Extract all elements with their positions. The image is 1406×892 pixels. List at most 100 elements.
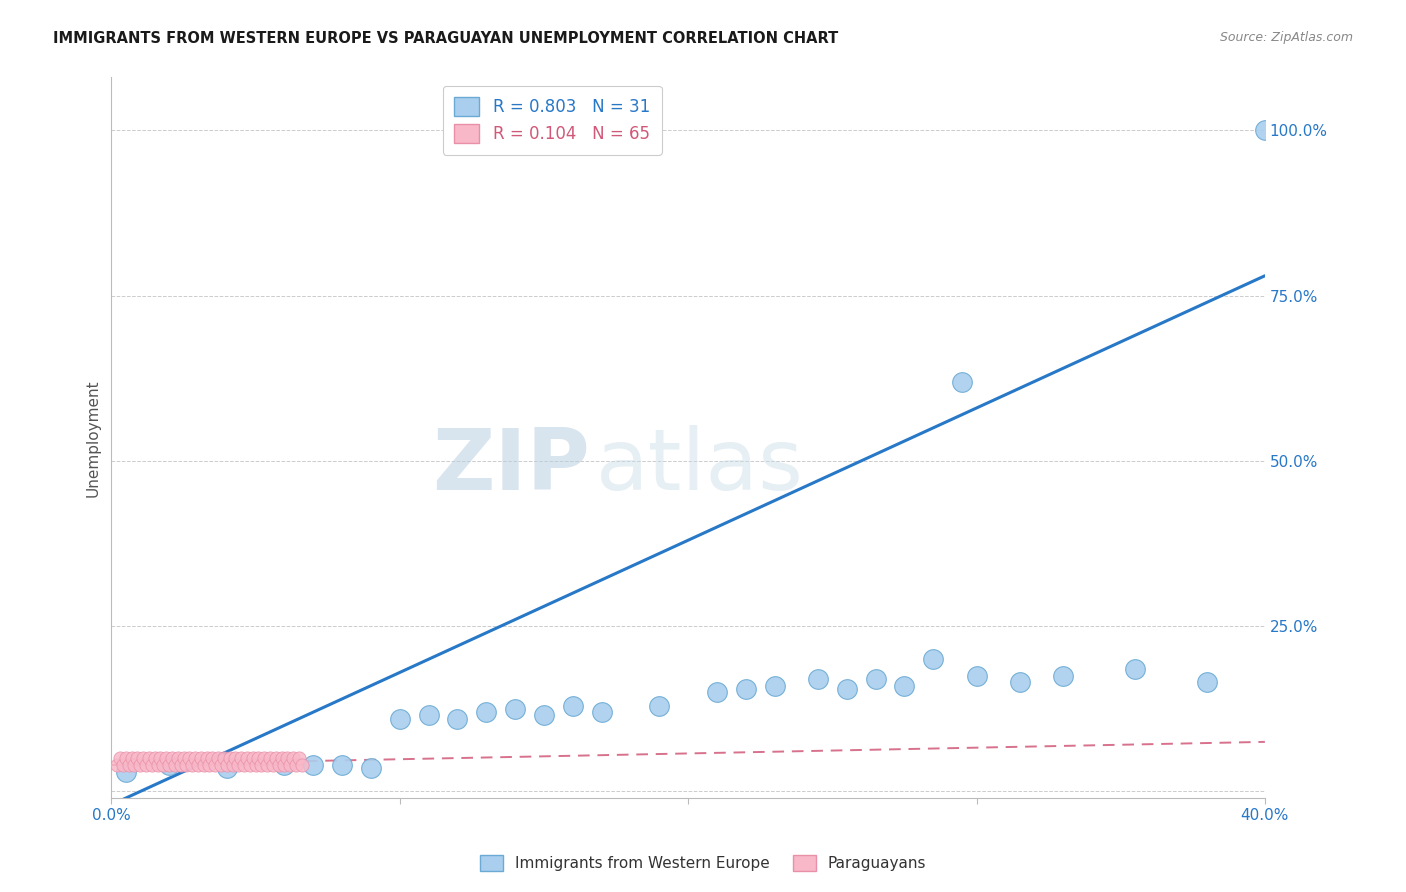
Point <box>108 751 131 765</box>
Point <box>239 758 262 772</box>
Point <box>221 758 243 772</box>
Point <box>360 761 382 775</box>
Point <box>475 705 498 719</box>
Point <box>250 758 273 772</box>
Point <box>388 712 411 726</box>
Point <box>242 751 264 765</box>
Point <box>190 751 212 765</box>
Point <box>160 751 183 765</box>
Point <box>807 672 830 686</box>
Point <box>273 758 295 772</box>
Point <box>1052 669 1074 683</box>
Point <box>233 758 256 772</box>
Point <box>152 758 174 772</box>
Point <box>127 751 149 765</box>
Point <box>111 758 134 772</box>
Point <box>835 681 858 696</box>
Point <box>169 758 191 772</box>
Point <box>179 751 201 765</box>
Point <box>1254 123 1277 137</box>
Point <box>195 751 218 765</box>
Point <box>121 751 143 765</box>
Legend: R = 0.803   N = 31, R = 0.104   N = 65: R = 0.803 N = 31, R = 0.104 N = 65 <box>443 86 662 155</box>
Point <box>950 375 973 389</box>
Point <box>105 758 128 772</box>
Point <box>330 758 353 772</box>
Point <box>181 758 204 772</box>
Point <box>763 679 786 693</box>
Point <box>173 751 195 765</box>
Point <box>157 758 180 772</box>
Point <box>503 702 526 716</box>
Text: ZIP: ZIP <box>433 425 591 508</box>
Point <box>201 751 224 765</box>
Point <box>533 708 555 723</box>
Point <box>922 652 945 666</box>
Point <box>231 751 253 765</box>
Point <box>256 758 278 772</box>
Point <box>163 758 186 772</box>
Text: atlas: atlas <box>596 425 804 508</box>
Point <box>129 758 152 772</box>
Point <box>184 751 207 765</box>
Point <box>226 758 249 772</box>
Point <box>218 751 240 765</box>
Point <box>273 758 295 772</box>
Y-axis label: Unemployment: Unemployment <box>86 379 100 497</box>
Point <box>207 751 229 765</box>
Point <box>259 751 281 765</box>
Point <box>215 758 238 772</box>
Point <box>146 758 169 772</box>
Point <box>212 751 235 765</box>
Legend: Immigrants from Western Europe, Paraguayans: Immigrants from Western Europe, Paraguay… <box>474 849 932 877</box>
Point <box>209 758 232 772</box>
Text: IMMIGRANTS FROM WESTERN EUROPE VS PARAGUAYAN UNEMPLOYMENT CORRELATION CHART: IMMIGRANTS FROM WESTERN EUROPE VS PARAGU… <box>53 31 838 46</box>
Point <box>285 758 308 772</box>
Point <box>118 758 141 772</box>
Point <box>204 758 226 772</box>
Point <box>166 751 188 765</box>
Point <box>149 751 172 765</box>
Point <box>138 751 160 765</box>
Point <box>176 758 198 772</box>
Point <box>561 698 583 713</box>
Point <box>141 758 163 772</box>
Point <box>267 758 290 772</box>
Point <box>648 698 671 713</box>
Point <box>1123 662 1146 676</box>
Point <box>281 751 304 765</box>
Point <box>865 672 887 686</box>
Point <box>893 679 915 693</box>
Point <box>135 758 157 772</box>
Point <box>1197 675 1219 690</box>
Point <box>262 758 284 772</box>
Text: Source: ZipAtlas.com: Source: ZipAtlas.com <box>1219 31 1353 45</box>
Point <box>155 751 177 765</box>
Point <box>193 758 215 772</box>
Point <box>734 681 756 696</box>
Point <box>114 751 136 765</box>
Point <box>291 758 314 772</box>
Point <box>132 751 155 765</box>
Point <box>236 751 259 765</box>
Point <box>143 751 166 765</box>
Point <box>264 751 287 765</box>
Point <box>591 705 613 719</box>
Point <box>418 708 440 723</box>
Point <box>157 758 180 772</box>
Point <box>245 758 267 772</box>
Point <box>276 751 298 765</box>
Point <box>446 712 468 726</box>
Point <box>302 758 325 772</box>
Point <box>253 751 276 765</box>
Point <box>966 669 988 683</box>
Point <box>270 751 292 765</box>
Point <box>278 758 301 772</box>
Point <box>1008 675 1031 690</box>
Point <box>288 751 311 765</box>
Point <box>198 758 221 772</box>
Point <box>215 761 238 775</box>
Point <box>124 758 146 772</box>
Point <box>224 751 246 765</box>
Point <box>706 685 728 699</box>
